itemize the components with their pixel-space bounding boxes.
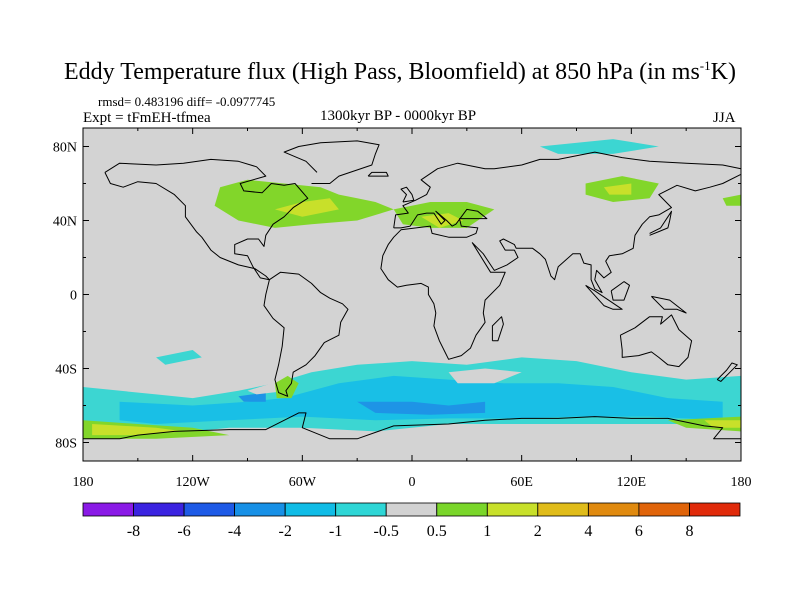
uk-coast (400, 186, 415, 203)
colorbar-box (537, 502, 589, 517)
colorbar-label: 4 (584, 523, 592, 540)
lon-label: 60E (510, 475, 533, 490)
experiment-label: Expt = tFmEH-tfmea (83, 110, 211, 126)
colorbar-box (689, 502, 741, 517)
coastlines (83, 140, 742, 440)
colorbar-box (284, 502, 337, 517)
new-zealand-coast (716, 362, 738, 382)
colorbar-label: 8 (686, 523, 694, 540)
colorbar-label: -4 (228, 523, 241, 540)
latitude-labels: 80N 40N 0 40S 80S (53, 141, 77, 452)
period-subtitle: 1300kyr BP - 0000kyr BP (320, 108, 477, 124)
patagonia-positive (274, 375, 299, 399)
arctic-negative (539, 139, 659, 154)
southern-band-strong (357, 401, 486, 415)
madagascar-coast (491, 316, 504, 342)
title-main: Eddy Temperature flux (High Pass, Bloomf… (64, 59, 700, 85)
mediterranean-core (421, 213, 464, 228)
antarctic-positive-e-core (704, 420, 741, 428)
south-pacific-patch (156, 350, 202, 365)
colorbar-box (335, 502, 387, 517)
colorbar (82, 502, 741, 517)
flux-field (83, 128, 741, 461)
band-hole-1 (448, 368, 522, 384)
colorbar-box (183, 502, 236, 517)
colorbar-box (436, 502, 488, 517)
lat-label: 80S (55, 437, 77, 452)
greenland-coast (283, 140, 380, 184)
lat-label: 80N (53, 141, 77, 156)
australia-coast (619, 314, 693, 368)
colorbar-label: -0.5 (374, 523, 399, 540)
iceland-coast (367, 171, 389, 177)
colorbar-box (133, 502, 185, 517)
colorbar-labels: -8 -6 -4 -2 -1 -0.5 0.5 1 2 4 6 8 (127, 523, 694, 540)
indonesia-coast (585, 284, 623, 310)
lon-label: 180 (731, 475, 752, 490)
stats-text: rmsd= 0.483196 diff= -0.0977745 (98, 94, 276, 109)
colorbar-box (588, 502, 640, 517)
colorbar-box (385, 502, 438, 517)
lon-label: 180 (73, 475, 94, 490)
lat-label: 40N (53, 215, 77, 230)
lon-label: 60W (289, 475, 317, 490)
north-america-coast (104, 158, 309, 281)
siberia-core (603, 183, 632, 195)
colorbar-label: 2 (534, 523, 542, 540)
southern-patch-strong (238, 392, 266, 402)
colorbar-label: 6 (635, 523, 643, 540)
southern-band-moderate (119, 375, 723, 424)
lon-label: 0 (409, 475, 416, 490)
colorbar-box (82, 502, 134, 517)
colorbar-label: 0.5 (427, 523, 447, 540)
colorbar-label: -1 (329, 523, 342, 540)
title-end: K) (710, 59, 736, 85)
axis-ticks (82, 128, 742, 461)
colorbar-box (234, 502, 286, 517)
season-label: JJA (713, 110, 736, 126)
borneo-coast (610, 281, 630, 301)
north-pacific-positive (722, 194, 741, 206)
lat-label: 40S (55, 363, 77, 378)
lat-label: 0 (70, 289, 77, 304)
colorbar-label: -6 (177, 523, 190, 540)
title-superscript: -1 (699, 58, 711, 73)
colorbar-label: 1 (483, 523, 491, 540)
colorbar-label: -8 (127, 523, 140, 540)
longitude-labels: 180 120W 60W 0 60E 120E 180 (73, 475, 752, 490)
colorbar-box (638, 502, 690, 517)
south-america-coast (263, 271, 349, 397)
lon-label: 120W (176, 475, 211, 490)
map-title: Eddy Temperature flux (High Pass, Bloomf… (0, 58, 800, 86)
colorbar-box (486, 502, 539, 517)
north-atlantic-core (274, 198, 339, 217)
antarctica-coast (83, 412, 741, 440)
colorbar-label: -2 (279, 523, 292, 540)
japan-coast (649, 210, 672, 236)
eurasia-africa-coast (380, 151, 742, 360)
new-guinea-coast (651, 295, 687, 314)
lon-label: 120E (617, 475, 647, 490)
